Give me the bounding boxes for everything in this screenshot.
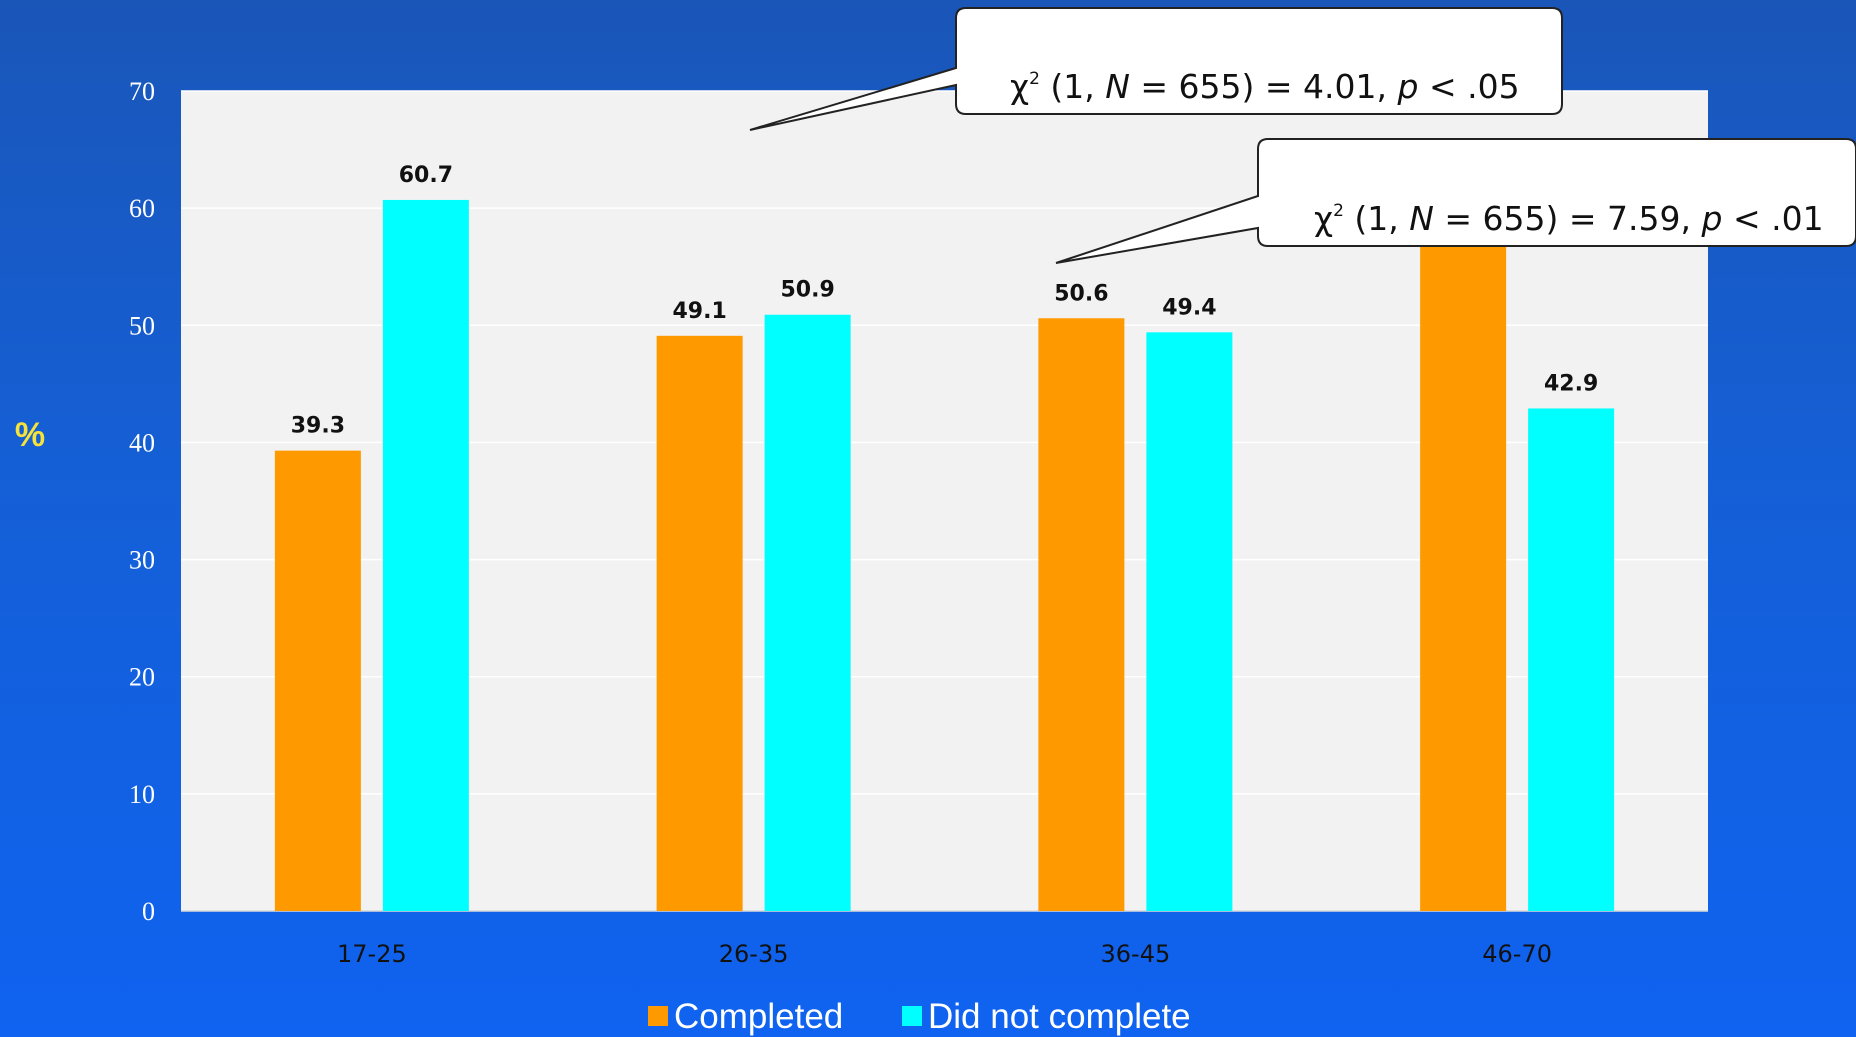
data-label: 50.9	[780, 278, 834, 303]
y-tick-label: 60	[129, 194, 155, 223]
legend-swatch-did-not-complete	[902, 1006, 922, 1026]
bar-completed-17-25	[274, 450, 361, 911]
bar-did-not-complete-26-35	[764, 314, 851, 911]
bar-did-not-complete-36-45	[1146, 332, 1233, 911]
y-tick-label: 20	[129, 663, 155, 692]
callout-1-shape	[749, 7, 1563, 131]
y-axis-ticks: 0 10 20 30 40 50 60 70	[129, 77, 155, 926]
data-label: 49.4	[1162, 295, 1216, 320]
y-tick-label: 0	[142, 897, 155, 926]
legend-label-did-not-complete: Did not complete	[928, 997, 1191, 1036]
x-tick-label: 26-35	[719, 940, 789, 968]
legend-label-completed: Completed	[674, 997, 843, 1036]
bar-completed-36-45	[1038, 318, 1125, 911]
data-label: 49.1	[672, 299, 726, 324]
y-tick-label: 30	[129, 546, 155, 575]
x-tick-label: 46-70	[1482, 940, 1552, 968]
data-labels: 39.3 60.7 49.1 50.9 50.6 49.4 42.9	[291, 163, 1599, 439]
x-tick-label: 17-25	[337, 940, 407, 968]
legend: Completed Did not complete	[648, 997, 1191, 1036]
bar-completed-46-70	[1420, 242, 1507, 912]
data-label: 50.6	[1054, 281, 1108, 306]
callout-1-text: χ2 (1, N = 655) = 4.01, p < .05	[1010, 67, 1520, 106]
y-tick-label: 50	[129, 311, 155, 340]
y-tick-label: 70	[129, 77, 155, 106]
callout-2-shape	[1055, 138, 1856, 264]
legend-swatch-completed	[648, 1006, 668, 1026]
bars	[274, 199, 1615, 912]
data-label: 60.7	[399, 163, 453, 188]
data-label: 39.3	[291, 414, 345, 439]
callout-2: χ2 (1, N = 655) = 7.59, p < .01	[1055, 138, 1856, 264]
y-tick-label: 10	[129, 780, 155, 809]
data-label: 42.9	[1544, 371, 1598, 396]
bar-did-not-complete-46-70	[1528, 408, 1615, 911]
bar-did-not-complete-17-25	[382, 199, 469, 911]
callout-1: χ2 (1, N = 655) = 4.01, p < .05	[749, 7, 1563, 131]
y-axis-label: %	[15, 416, 45, 454]
y-tick-label: 40	[129, 428, 155, 457]
x-axis-ticks: 17-25 26-35 36-45 46-70	[337, 940, 1552, 968]
callout-2-text: χ2 (1, N = 655) = 7.59, p < .01	[1314, 199, 1824, 238]
bar-completed-26-35	[656, 335, 743, 911]
x-tick-label: 36-45	[1101, 940, 1171, 968]
